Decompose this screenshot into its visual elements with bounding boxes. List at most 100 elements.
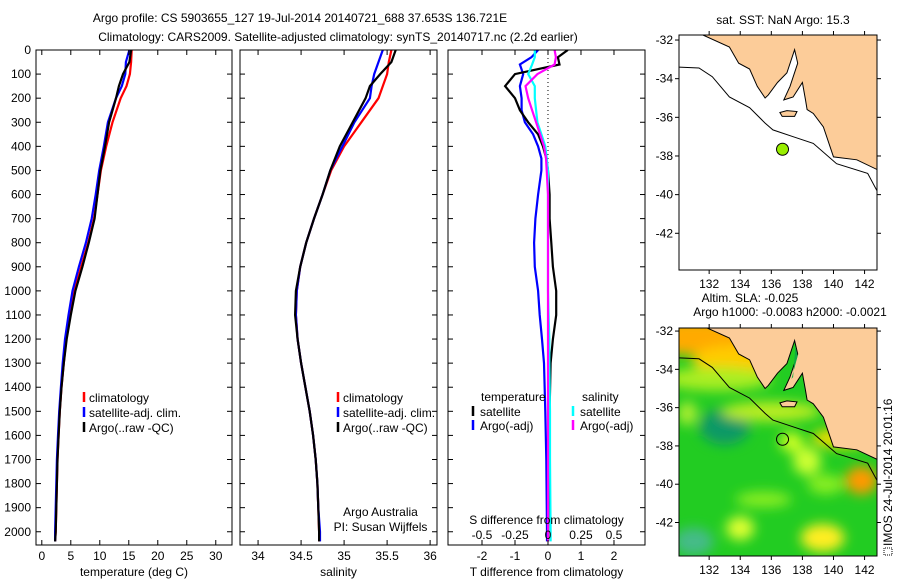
map-title-line2: Argo h1000: -0.0083 h2000: -0.0021 <box>693 305 887 319</box>
figure-title-line2: Climatology: CARS2009. Satellite-adjuste… <box>98 30 578 44</box>
x-tick-label: 132 <box>699 563 719 577</box>
y-tick-label: -42 <box>656 226 674 240</box>
series-line-argo-raw-qc- <box>54 50 133 542</box>
shelf-edge-contour <box>679 357 877 481</box>
legend-label: satellite-adj. clim. <box>89 406 181 420</box>
y-tick-label: 400 <box>11 139 31 153</box>
y-tick-label: 200 <box>11 91 31 105</box>
land-kangaroo-island <box>779 110 798 117</box>
series-group <box>53 50 133 542</box>
x-tick-label: 35 <box>337 549 351 563</box>
land-australia <box>705 328 877 460</box>
sla-blob <box>807 474 844 495</box>
profile-panel-2: 34 34.5 35 35.5 36 salinity climatologysatelli… <box>239 49 438 579</box>
legend-label: Argo(..raw -QC) <box>89 421 174 435</box>
x-tick-label: 1 <box>578 549 585 563</box>
series-line-satellite-adj-clim- <box>294 50 384 542</box>
y-tick-label: -40 <box>656 188 674 202</box>
y-tick-label: -34 <box>656 362 674 376</box>
y-tick-label: 300 <box>11 115 31 129</box>
y-tick-label: 1900 <box>4 501 31 515</box>
x-tick-label: 140 <box>823 277 843 291</box>
map-content <box>679 328 877 556</box>
x-tick-label: 134 <box>730 277 750 291</box>
annotation-argo-australia: Argo Australia <box>343 505 418 519</box>
x2-tick-label: -0.5 <box>472 528 493 542</box>
x-tick-label: -1 <box>510 549 521 563</box>
x-tick-label: 136 <box>761 277 781 291</box>
sla-blob <box>679 366 772 391</box>
figure-title-line1: Argo profile: CS 5903655_127 19-Jul-2014… <box>93 11 507 25</box>
legend-label: satellite <box>580 405 621 419</box>
x-tick-label: 20 <box>151 549 165 563</box>
map-title: sat. SST: NaN Argo: 15.3 <box>716 13 850 27</box>
y-tick-label: 1500 <box>4 404 31 418</box>
y-tick-label: 1600 <box>4 428 31 442</box>
x-tick-label: 142 <box>855 277 875 291</box>
x-tick-label: 136 <box>761 563 781 577</box>
y-tick-label: 1300 <box>4 356 31 370</box>
x-axis-label: salinity <box>320 565 357 579</box>
legend-label: satellite-adj. clim. <box>343 406 435 420</box>
land-australia <box>702 35 877 171</box>
y-tick-label: 1200 <box>4 332 31 346</box>
gulf-water <box>791 346 798 379</box>
x-tick-label: 0 <box>38 549 45 563</box>
x-tick-label: 30 <box>209 549 223 563</box>
series-line-climatology <box>294 50 393 542</box>
series-group <box>293 50 397 542</box>
y-tick-label: 100 <box>11 67 31 81</box>
legend-label: satellite <box>480 405 521 419</box>
x-tick-label: 142 <box>855 563 875 577</box>
x-axis-label: temperature (deg C) <box>80 565 188 579</box>
float-position-marker <box>776 142 790 156</box>
float-position-marker <box>776 432 790 446</box>
x-tick-label: 15 <box>122 549 136 563</box>
shelf-edge-contour <box>679 66 877 192</box>
x2-axis-label: S difference from climatology <box>469 513 624 527</box>
plot-frame <box>447 49 646 546</box>
profile-panel-1: 0 5 10 15 20 25 30 temperature (deg C) 0 100 200 30… <box>4 43 233 579</box>
x-tick-label: 25 <box>180 549 194 563</box>
x-tick-label: 0 <box>545 549 552 563</box>
legend-label: Argo(-adj) <box>480 419 533 433</box>
y-tick-label: -38 <box>656 439 674 453</box>
series-line-satellite-adj-clim- <box>53 50 131 542</box>
x-tick-label: 5 <box>67 549 74 563</box>
x-tick-label: 35.5 <box>375 549 399 563</box>
x-tick-label: 132 <box>699 277 719 291</box>
y-tick-label: -40 <box>656 477 674 491</box>
x-tick-label: 138 <box>792 563 812 577</box>
y-tick-label: 600 <box>11 188 31 202</box>
y-tick-label: 1000 <box>4 284 31 298</box>
sla-blob <box>779 432 804 453</box>
series-group <box>503 50 569 545</box>
y-tick-label: -34 <box>656 72 674 86</box>
sla-blob <box>679 401 698 426</box>
x2-tick-label: 0.5 <box>606 528 623 542</box>
map-title-line1: Altim. SLA: -0.025 <box>702 291 799 305</box>
sla-map: 132 134 136 138 140 142 -32 -34 -36 -38 -40 -42 Alti… <box>656 291 887 577</box>
x-tick-label: 138 <box>792 277 812 291</box>
series-line-climatology <box>54 50 133 542</box>
sla-blob <box>800 523 845 552</box>
plot-frame <box>239 49 438 546</box>
y-tick-label: -36 <box>656 110 674 124</box>
series-line-temperature-satellite <box>518 50 549 542</box>
x-axis-label: T difference from climatology <box>470 565 624 579</box>
legend-label: Argo(..raw -QC) <box>343 421 428 435</box>
y-tick-label: 800 <box>11 236 31 250</box>
x-tick-label: 36 <box>423 549 437 563</box>
legend-label: Argo(-adj) <box>580 419 633 433</box>
y-tick-label: 1800 <box>4 477 31 491</box>
y-tick-label: 500 <box>11 163 31 177</box>
map-frame <box>678 34 878 271</box>
x-tick-label: 10 <box>93 549 107 563</box>
x-tick-label: 140 <box>823 563 843 577</box>
y-tick-label: 1700 <box>4 452 31 466</box>
sst-map: 132 134 136 138 140 142 -32 -34 -36 -38 -40 -42 sat.… <box>656 13 881 291</box>
map-content <box>679 35 877 192</box>
imos-logo-icon <box>883 547 893 556</box>
sla-blob <box>679 527 714 556</box>
y-tick-label: -32 <box>656 33 674 47</box>
